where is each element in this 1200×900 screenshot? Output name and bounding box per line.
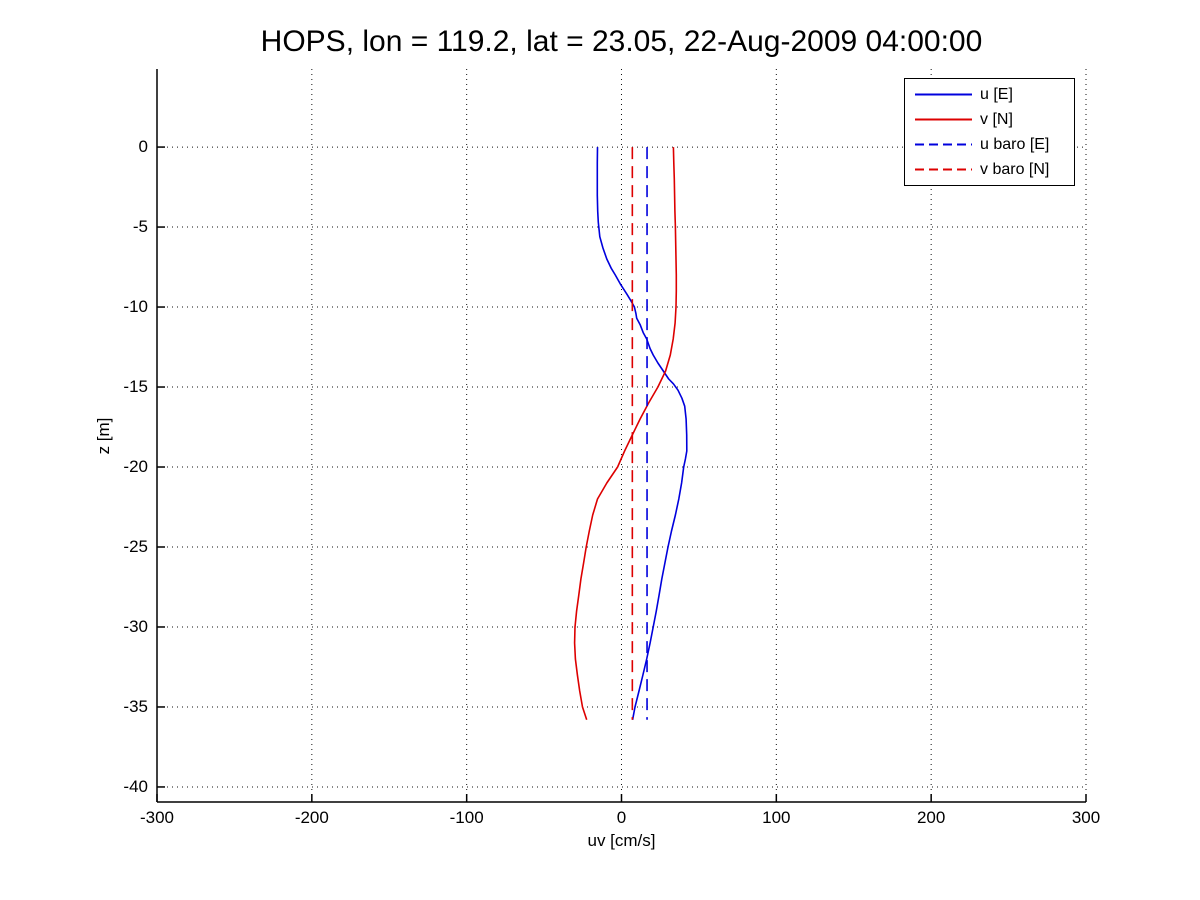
legend-line-sample [915,168,972,171]
legend-label: v [N] [980,110,1013,128]
legend-line-sample [915,93,972,96]
legend-label: v baro [N] [980,160,1050,178]
y-tick-label: -35 [123,696,148,716]
x-tick-label: -200 [294,808,329,827]
y-axis-label: z [m] [94,417,113,455]
x-tick-label: -300 [139,808,175,827]
series-line-u--e- [596,147,688,720]
y-tick-label: -20 [123,457,148,476]
legend: u [E] v [N] u baro [E] v baro [N] [904,78,1075,186]
legend-item: u baro [E] [905,132,1074,157]
legend-line-sample [915,143,972,146]
legend-item: u [E] [905,82,1074,107]
legend-line-sample [915,118,972,121]
y-tick-label: -5 [132,217,148,237]
y-tick-label: 0 [138,137,148,157]
y-tick-label: -30 [123,616,148,636]
x-tick-label: 200 [916,808,946,827]
legend-item: v [N] [905,107,1074,132]
plot-title: HOPS, lon = 119.2, lat = 23.05, 22-Aug-2… [260,25,983,58]
x-tick-label: -100 [449,808,484,827]
y-tick-label: -40 [123,776,148,796]
legend-label: u [E] [980,85,1013,103]
legend-item: v baro [N] [905,157,1074,182]
x-tick-label: 300 [1071,808,1101,827]
x-tick-label: 100 [762,808,791,827]
y-tick-label: -15 [123,377,148,397]
x-tick-label: 0 [616,808,627,827]
x-axis-label: uv [cm/s] [587,831,656,850]
y-tick-label: -25 [123,537,148,556]
y-tick-label: -10 [123,297,148,317]
series-line-v--n- [573,147,678,721]
legend-label: u baro [E] [980,135,1050,153]
